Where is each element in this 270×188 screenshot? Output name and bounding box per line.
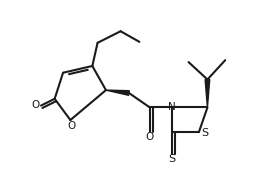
Text: O: O bbox=[67, 121, 76, 131]
Polygon shape bbox=[106, 90, 129, 95]
Text: O: O bbox=[32, 100, 40, 110]
Text: S: S bbox=[201, 128, 208, 138]
Text: S: S bbox=[168, 154, 176, 164]
Polygon shape bbox=[205, 80, 210, 108]
Text: N: N bbox=[168, 102, 176, 112]
Text: O: O bbox=[146, 132, 154, 142]
